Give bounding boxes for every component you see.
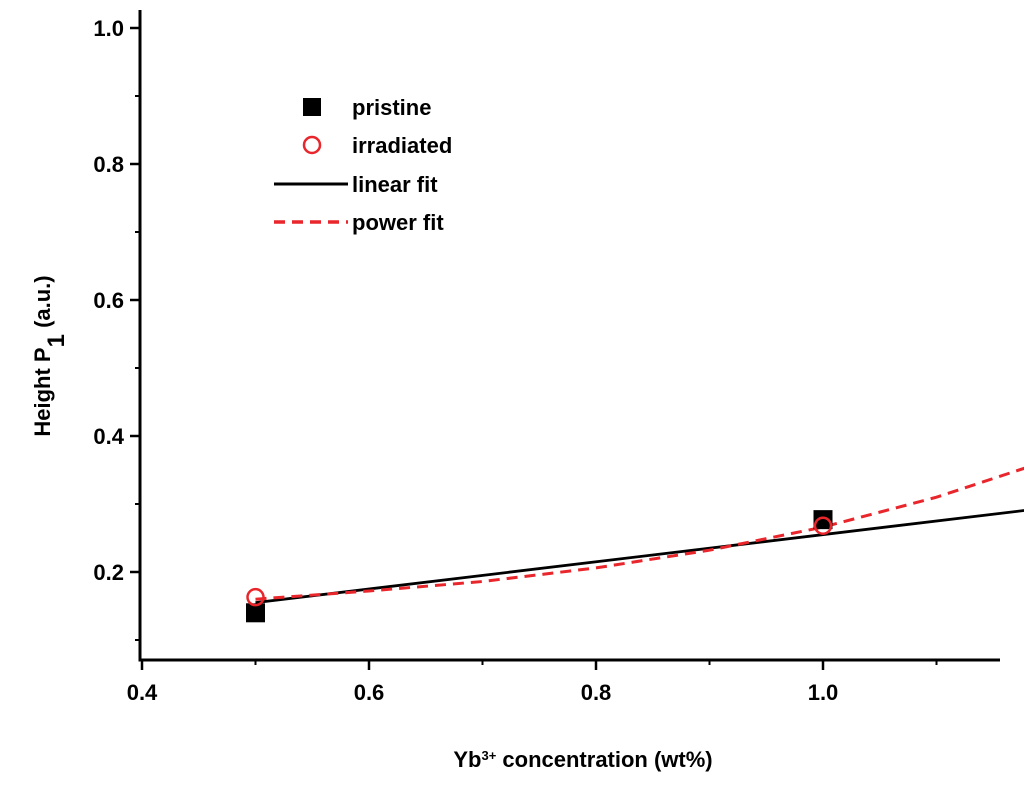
x-tick-label: 1.0 bbox=[808, 680, 839, 705]
legend: pristine irradiated linear fit power fit bbox=[274, 95, 452, 235]
ticks: 0.40.60.81.01.21.41.61.80.20.40.60.81.0 bbox=[93, 16, 938, 705]
y-tick-label: 0.2 bbox=[93, 560, 124, 585]
linear-fit-line bbox=[255, 509, 1024, 604]
irradiated-point bbox=[813, 516, 833, 536]
irradiated-point bbox=[246, 587, 265, 607]
y-axis-label: Height P1 (a.u.) bbox=[30, 275, 70, 436]
series-layer bbox=[246, 466, 1024, 623]
x-tick-label: 0.6 bbox=[354, 680, 385, 705]
y-tick-label: 0.8 bbox=[93, 152, 124, 177]
y-tick-label: 1.0 bbox=[93, 16, 124, 41]
axes bbox=[138, 10, 1000, 662]
x-tick-label: 0.8 bbox=[581, 680, 612, 705]
legend-power-fit-label: power fit bbox=[352, 210, 444, 235]
legend-irradiated-label: irradiated bbox=[352, 133, 452, 158]
legend-pristine-label: pristine bbox=[352, 95, 431, 120]
y-tick-label: 0.4 bbox=[93, 424, 124, 449]
y-tick-label: 0.6 bbox=[93, 288, 124, 313]
legend-linear-fit-label: linear fit bbox=[352, 172, 438, 197]
pristine-point bbox=[813, 510, 833, 530]
legend-irradiated-marker bbox=[302, 135, 322, 155]
x-tick-label: 0.4 bbox=[127, 680, 158, 705]
legend-pristine-marker bbox=[303, 98, 321, 116]
x-axis-label: Yb3+ concentration (wt%) bbox=[453, 747, 712, 772]
pristine-point bbox=[246, 603, 265, 623]
